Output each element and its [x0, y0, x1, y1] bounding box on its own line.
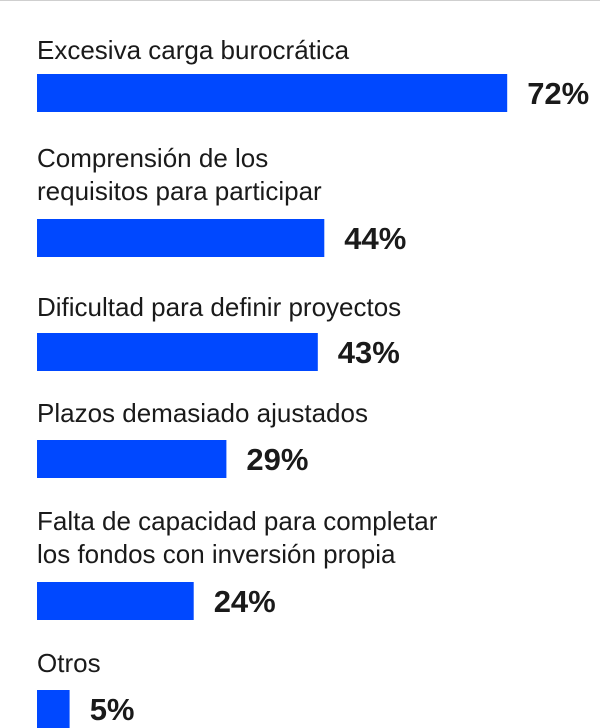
value-label: 29%: [246, 442, 308, 477]
category-label: Falta de capacidad para completar: [37, 506, 438, 536]
value-label: 5%: [90, 692, 135, 727]
bar: [37, 219, 325, 257]
value-label: 72%: [527, 76, 589, 111]
category-label: los fondos con inversión propia: [37, 539, 396, 569]
category-label: Comprensión de los: [37, 143, 268, 173]
bar: [37, 74, 508, 112]
category-label: requisitos para participar: [37, 176, 322, 206]
value-label: 43%: [338, 335, 400, 370]
bar-group: Excesiva carga burocrática 72%: [37, 35, 589, 112]
bar-group: Plazos demasiado ajustados 29%: [37, 398, 368, 478]
category-label: Otros: [37, 648, 101, 678]
bar: [37, 440, 227, 478]
top-divider: [0, 0, 600, 1]
bar-group: Otros 5%: [37, 648, 135, 728]
category-label: Dificultad para definir proyectos: [37, 292, 401, 322]
bar: [37, 690, 70, 728]
value-label: 44%: [344, 221, 406, 256]
chart-plot-area: Excesiva carga burocrática 72% Comprensión…: [37, 35, 589, 728]
category-label: Excesiva carga burocrática: [37, 35, 350, 65]
bar: [37, 333, 318, 371]
bar: [37, 582, 194, 620]
bar-group: Dificultad para definir proyectos 43%: [37, 292, 401, 371]
category-label: Plazos demasiado ajustados: [37, 398, 368, 428]
value-label: 24%: [214, 584, 276, 619]
